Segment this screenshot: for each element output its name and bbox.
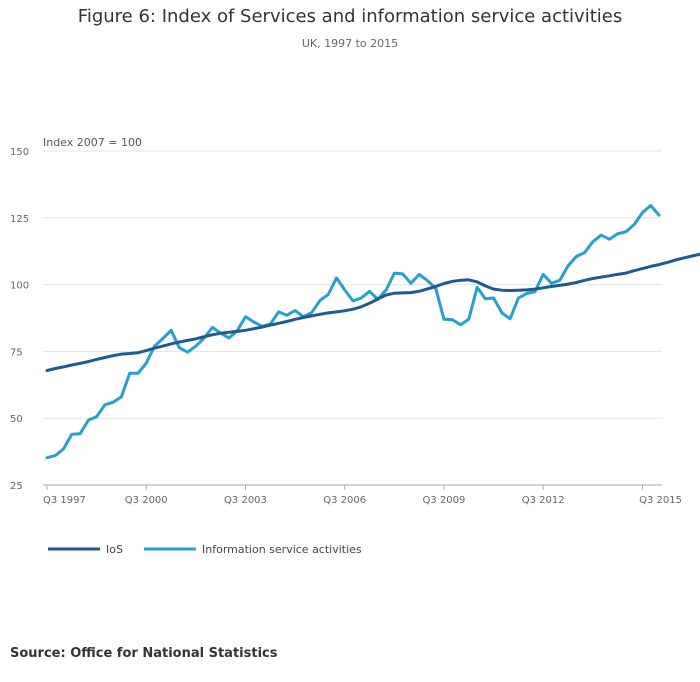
x-tick-label: Q3 1997 [43,495,86,506]
x-tick-label: Q3 2006 [323,495,366,506]
legend-label-information-service-activities: Information service activities [202,543,362,556]
legend-label-ios: IoS [106,543,123,556]
y-tick-label-75: 75 [10,347,23,358]
line-chart: Index 2007 = 100 25 50 75 100 125 150 Q3 1997… [10,136,700,556]
source-note: Source: Office for National Statistics [10,646,278,661]
y-tick-label-100: 100 [10,281,29,292]
y-tick-label-25: 25 [10,481,23,492]
x-tick-label: Q3 2003 [224,495,267,506]
x-axis: Q3 1997 Q3 2000 Q3 2003 Q3 2006 Q3 2009 Q3 20… [43,484,682,506]
chart-subtitle: UK, 1997 to 2015 [301,37,399,50]
ios-line [45,252,700,373]
chart-title: Figure 6: Index of Services and informat… [77,6,623,27]
x-tick-label: Q3 2015 [639,495,682,506]
x-tick-label: Q3 2012 [522,495,565,506]
series-lines [45,204,700,460]
y-axis: 25 50 75 100 125 150 [10,147,29,492]
information-service-activities-line [45,204,661,460]
legend: IoS Information service activities [48,543,362,556]
y-tick-label-150: 150 [10,147,29,158]
y-tick-label-50: 50 [10,414,23,425]
x-tick-label: Q3 2009 [423,495,466,506]
y-axis-unit-label: Index 2007 = 100 [43,136,142,149]
x-tick-label: Q3 2000 [125,495,168,506]
y-tick-label-125: 125 [10,214,29,225]
